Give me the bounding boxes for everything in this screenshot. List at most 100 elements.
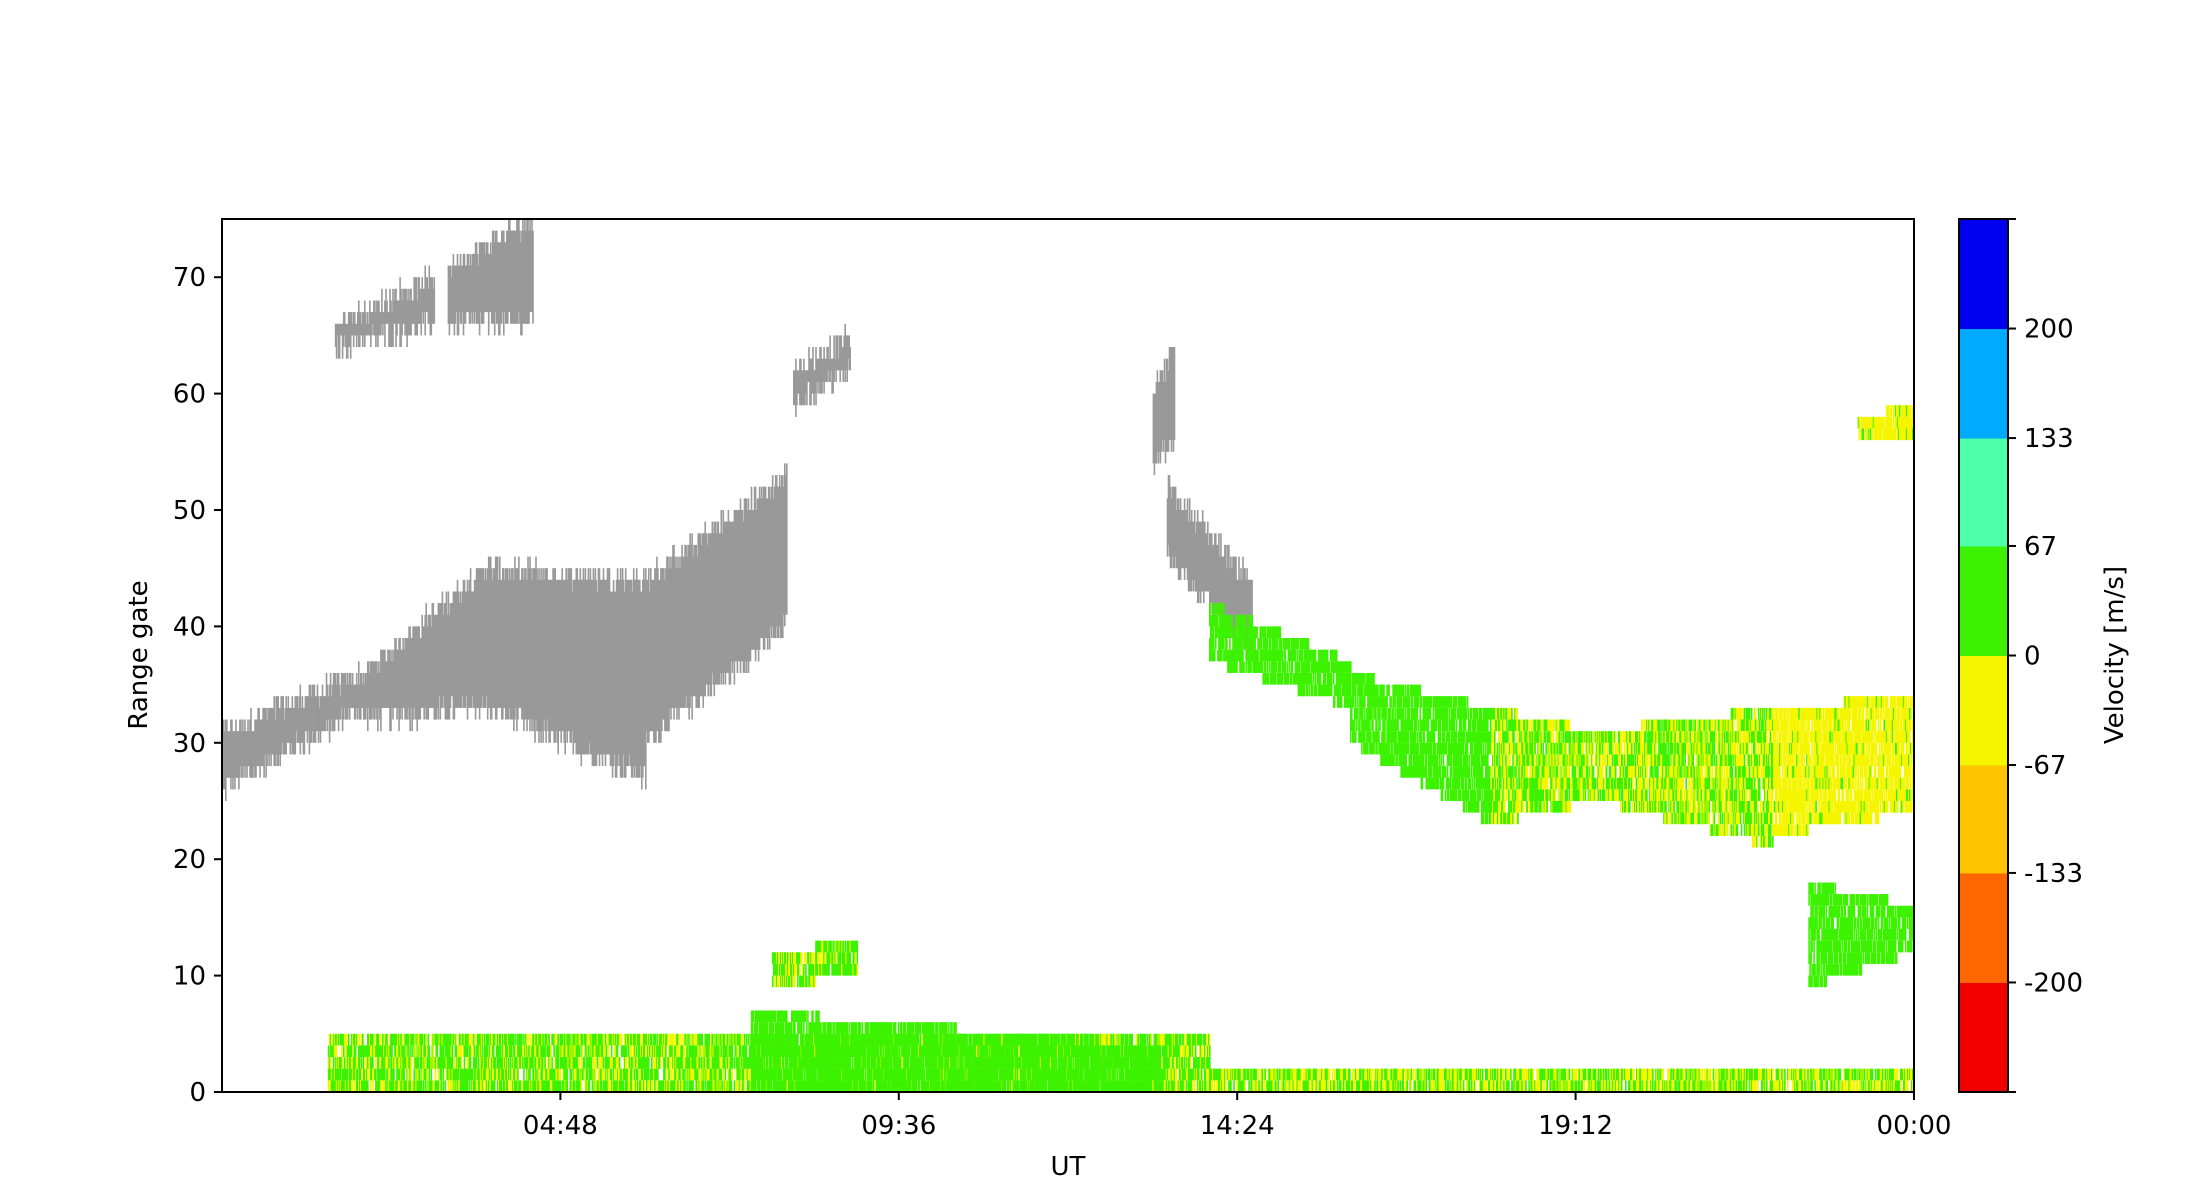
ground-scatter-cell bbox=[620, 579, 623, 778]
scatter-cell bbox=[1265, 649, 1268, 662]
scatter-cell bbox=[1257, 649, 1259, 662]
ground-scatter-cell bbox=[428, 614, 431, 708]
scatter-cell bbox=[1229, 626, 1231, 638]
scatter-cell bbox=[1792, 707, 1794, 720]
scatter-cell bbox=[1673, 742, 1675, 755]
ground-scatter-cell bbox=[386, 661, 388, 708]
ground-scatter-cell bbox=[307, 696, 310, 732]
scatter-cell bbox=[1837, 719, 1840, 732]
scatter-cell bbox=[1780, 777, 1782, 790]
scatter-cell bbox=[1799, 812, 1801, 825]
scatter-cell bbox=[1424, 766, 1427, 778]
scatter-cell bbox=[1808, 777, 1810, 790]
scatter-cell bbox=[1506, 777, 1508, 790]
scatter-cell bbox=[1509, 707, 1511, 720]
scatter-cell bbox=[1521, 801, 1523, 813]
scatter-cell bbox=[1840, 777, 1843, 790]
scatter-cell bbox=[1706, 777, 1709, 790]
scatter-cell bbox=[1228, 649, 1230, 662]
scatter-cell bbox=[1378, 707, 1380, 720]
scatter-cell bbox=[1474, 766, 1477, 778]
ground-scatter-cell bbox=[603, 579, 606, 755]
scatter-cell bbox=[1365, 742, 1367, 755]
scatter-cell bbox=[1263, 649, 1266, 662]
scatter-cell bbox=[1276, 638, 1279, 650]
ground-scatter-cell bbox=[764, 486, 767, 638]
scatter-cell bbox=[1667, 777, 1669, 790]
scatter-cell bbox=[1610, 742, 1613, 755]
scatter-cell bbox=[1436, 707, 1439, 720]
scatter-cell bbox=[1214, 649, 1216, 662]
scatter-cell bbox=[1673, 777, 1675, 790]
scatter-cell bbox=[1335, 661, 1338, 673]
scatter-cell bbox=[1417, 719, 1420, 732]
scatter-cell bbox=[1470, 742, 1473, 755]
scatter-cell bbox=[1496, 777, 1498, 790]
scatter-cell bbox=[1555, 754, 1558, 766]
ground-scatter-cell bbox=[450, 603, 453, 697]
scatter-cell bbox=[1296, 661, 1299, 673]
scatter-cell bbox=[1441, 777, 1444, 790]
scatter-cell bbox=[1733, 801, 1736, 813]
scatter-cell bbox=[1756, 719, 1759, 732]
scatter-cell bbox=[1270, 649, 1273, 662]
ground-scatter-cell bbox=[1188, 498, 1191, 592]
scatter-cell bbox=[1451, 719, 1454, 732]
scatter-cell bbox=[1725, 766, 1728, 778]
scatter-cell bbox=[1637, 731, 1639, 743]
scatter-cell bbox=[1405, 696, 1408, 708]
ground-scatter-cell bbox=[684, 544, 686, 708]
scatter-cell bbox=[1428, 731, 1431, 743]
scatter-cell bbox=[1357, 684, 1359, 697]
scatter-cell bbox=[1440, 789, 1443, 801]
ground-scatter-cell bbox=[320, 696, 323, 732]
scatter-cell bbox=[1240, 638, 1242, 650]
scatter-cell bbox=[1571, 777, 1574, 790]
ground-scatter-cell bbox=[750, 486, 753, 650]
scatter-cell bbox=[1464, 707, 1467, 720]
scatter-cell bbox=[1438, 754, 1441, 766]
scatter-cell bbox=[1711, 754, 1714, 766]
scatter-cell bbox=[1476, 719, 1479, 732]
scatter-cell bbox=[1809, 731, 1811, 743]
ground-scatter-cell bbox=[569, 568, 572, 743]
ground-scatter-cell bbox=[1179, 498, 1182, 580]
ground-scatter-cell bbox=[630, 579, 633, 778]
ground-scatter-cell bbox=[408, 626, 410, 720]
scatter-cell bbox=[1815, 731, 1817, 743]
scatter-cell bbox=[1662, 777, 1664, 790]
scatter-cell bbox=[1812, 731, 1814, 743]
scatter-cell bbox=[1420, 754, 1423, 766]
scatter-cell bbox=[1795, 789, 1797, 801]
scatter-cell bbox=[1782, 766, 1784, 778]
scatter-cell bbox=[1783, 801, 1785, 813]
scatter-cell bbox=[1766, 777, 1768, 790]
ground-scatter-cell bbox=[1152, 393, 1155, 464]
scatter-cell bbox=[1540, 742, 1543, 755]
scatter-cell bbox=[1723, 824, 1726, 836]
scatter-cell bbox=[1477, 719, 1480, 732]
scatter-cell bbox=[1658, 742, 1660, 755]
scatter-cell bbox=[1715, 754, 1718, 766]
scatter-cell bbox=[1760, 731, 1763, 743]
scatter-cell bbox=[1809, 707, 1811, 720]
scatter-cell bbox=[1689, 801, 1692, 813]
scatter-cell bbox=[1791, 754, 1793, 766]
scatter-cell bbox=[1555, 731, 1558, 743]
scatter-cell bbox=[1348, 684, 1350, 697]
scatter-cell bbox=[1372, 673, 1374, 685]
scatter-cell bbox=[1770, 824, 1772, 836]
scatter-cell bbox=[1609, 789, 1612, 801]
scatter-cell bbox=[1466, 754, 1469, 766]
scatter-cell bbox=[1450, 766, 1453, 778]
scatter-cell bbox=[1631, 731, 1633, 743]
ground-scatter-cell bbox=[749, 510, 752, 662]
scatter-cell bbox=[1422, 707, 1425, 720]
ground-scatter-cell bbox=[582, 568, 585, 755]
scatter-cell bbox=[1730, 731, 1733, 743]
scatter-cell bbox=[1516, 789, 1518, 801]
scatter-cell bbox=[1473, 801, 1476, 813]
scatter-cell bbox=[1651, 789, 1653, 801]
scatter-cell bbox=[1653, 754, 1655, 766]
ground-scatter-cell bbox=[475, 568, 478, 708]
